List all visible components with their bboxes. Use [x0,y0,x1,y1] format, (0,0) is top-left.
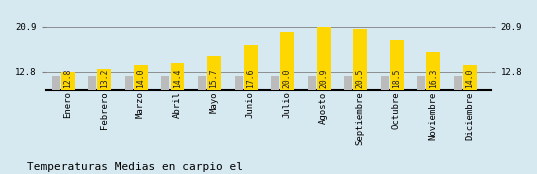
Bar [244,45,258,143]
Bar [344,76,352,143]
Bar [271,76,279,143]
Bar [353,29,367,143]
Bar [88,76,96,143]
Bar [280,32,294,143]
Text: 17.6: 17.6 [246,69,255,88]
Text: 14.0: 14.0 [136,69,146,88]
Bar [162,76,170,143]
Bar [454,76,462,143]
Bar [198,76,206,143]
Text: Temperaturas Medias en carpio el: Temperaturas Medias en carpio el [27,162,243,172]
Text: 14.0: 14.0 [466,69,474,88]
Text: 14.4: 14.4 [173,69,182,88]
Bar [426,52,440,143]
Text: 16.3: 16.3 [429,69,438,88]
Bar [61,72,75,143]
Bar [317,27,331,143]
Bar [390,40,404,143]
Text: 15.7: 15.7 [209,69,219,88]
Text: 13.2: 13.2 [100,69,109,88]
Bar [97,69,111,143]
Text: 12.8: 12.8 [63,69,72,88]
Bar [134,65,148,143]
Bar [381,76,389,143]
Bar [308,76,316,143]
Bar [463,65,477,143]
Text: 18.5: 18.5 [393,69,401,88]
Bar [207,56,221,143]
Bar [52,76,60,143]
Bar [235,76,243,143]
Bar [417,76,425,143]
Bar [125,76,133,143]
Text: 20.5: 20.5 [355,69,365,88]
Bar [171,63,184,143]
Text: 20.9: 20.9 [319,69,328,88]
Text: 20.0: 20.0 [282,69,292,88]
